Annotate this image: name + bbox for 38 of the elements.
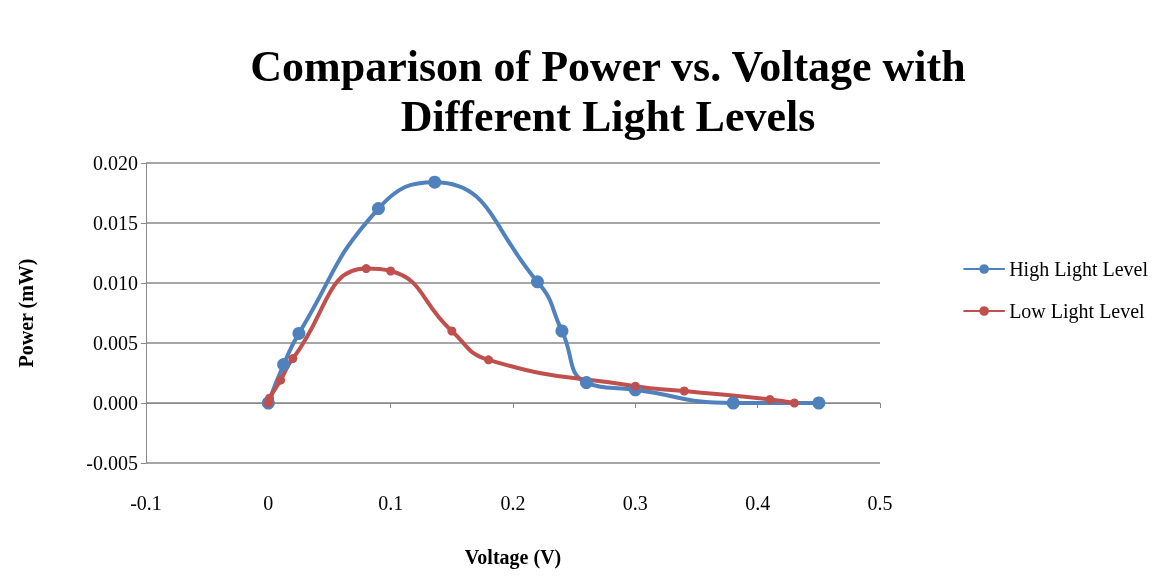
point [277, 358, 291, 372]
y-axis-title: Power (mW) [15, 258, 38, 368]
point [765, 394, 775, 404]
x-axis-title: Voltage (V) [464, 546, 562, 569]
point [726, 396, 740, 410]
y-tick-label: 0.020 [93, 152, 138, 174]
point [789, 398, 799, 408]
point [679, 386, 689, 396]
point [530, 275, 544, 289]
y-tick-label: 0.015 [93, 212, 138, 234]
legend-label: Low Light Level [1009, 300, 1146, 323]
y-tick-label: -0.005 [86, 452, 138, 474]
y-tick-label: 0.005 [93, 332, 138, 354]
point [386, 266, 396, 276]
x-tick-label: 0.1 [378, 492, 404, 514]
x-tick-label: 0 [263, 492, 274, 514]
point [265, 393, 275, 403]
y-tick-label: 0.000 [93, 392, 138, 414]
point [361, 264, 371, 274]
point [428, 175, 442, 189]
point [579, 376, 593, 390]
chart-title: Comparison of Power vs. Voltage with Different Light Levels [250, 41, 966, 141]
point [276, 375, 286, 385]
point [555, 324, 569, 338]
point [371, 202, 385, 216]
point [288, 354, 298, 364]
x-tick-label: 0.5 [867, 492, 893, 514]
point [447, 326, 457, 336]
x-tick-label: 0.2 [500, 492, 526, 514]
x-tick-label: -0.1 [130, 492, 162, 514]
x-tick-label: 0.4 [745, 492, 771, 514]
y-tick-label: 0.010 [93, 272, 138, 294]
x-tick-label: 0.3 [622, 492, 648, 514]
legend-label: High Light Level [1009, 258, 1149, 281]
point [292, 326, 306, 340]
point [630, 381, 640, 391]
point [812, 396, 826, 410]
point [484, 355, 494, 365]
